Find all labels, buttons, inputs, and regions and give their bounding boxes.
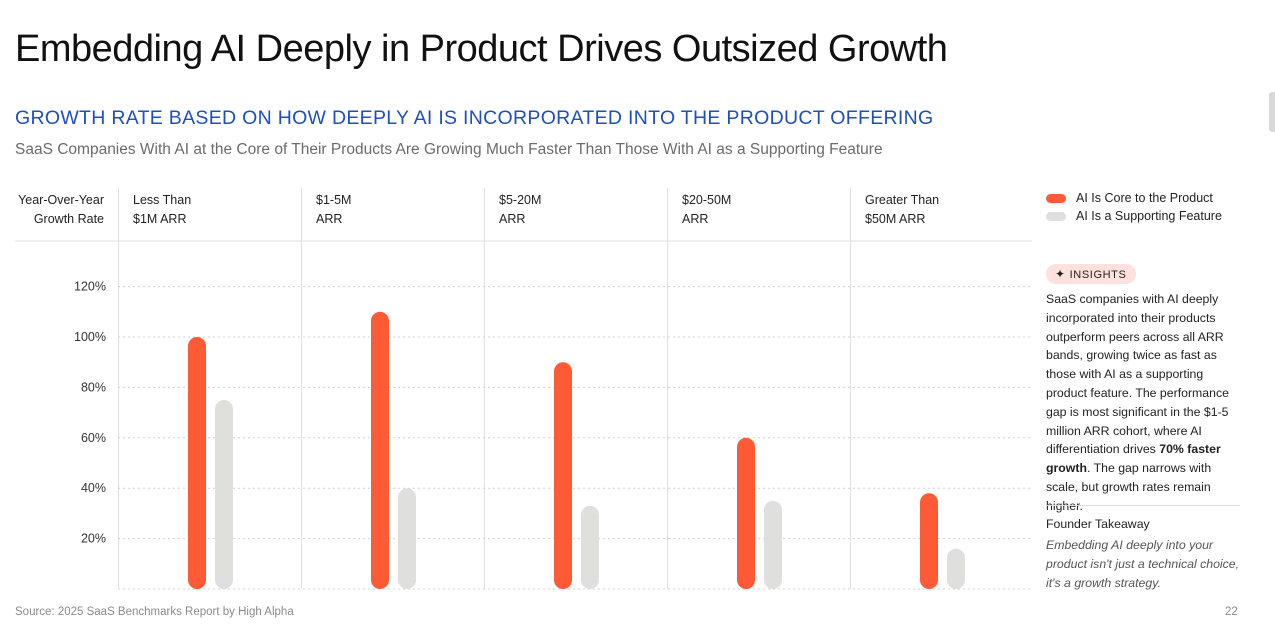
category-label: ARR: [316, 212, 342, 226]
bar-ai-core: [554, 362, 572, 589]
bar-ai-supporting: [947, 548, 965, 589]
category-label: $5-20M: [499, 193, 541, 207]
chart-description: SaaS Companies With AI at the Core of Th…: [15, 141, 883, 158]
divider: [1046, 505, 1240, 506]
legend-swatch-core: [1046, 193, 1066, 203]
chart-legend: AI Is Core to the Product AI Is a Suppor…: [1046, 189, 1222, 225]
insights-text-highlight: 70% faster growth: [1046, 442, 1221, 476]
y-tick-label: 20%: [81, 532, 106, 546]
category-label: Greater Than: [865, 193, 939, 207]
legend-swatch-supporting: [1046, 211, 1066, 221]
category-label: $50M ARR: [865, 212, 925, 226]
source-note: Source: 2025 SaaS Benchmarks Report by H…: [15, 606, 294, 618]
bar-ai-supporting: [581, 505, 599, 589]
founder-takeaway-text: Embedding AI deeply into your product is…: [1046, 538, 1240, 590]
bar-ai-supporting: [398, 488, 416, 589]
legend-item-core: AI Is Core to the Product: [1046, 189, 1222, 207]
y-tick-label: 40%: [81, 481, 106, 495]
page-number: 22: [1225, 606, 1238, 618]
sparkle-icon: ✦: [1055, 267, 1066, 281]
chart-subtitle: GROWTH RATE BASED ON HOW DEEPLY AI IS IN…: [15, 107, 934, 129]
category-label: $1-5M: [316, 193, 351, 207]
scroll-edge-tab[interactable]: [1269, 92, 1275, 132]
bar-ai-supporting: [764, 500, 782, 589]
category-label: $1M ARR: [133, 212, 187, 226]
bar-ai-core: [188, 337, 206, 589]
insights-badge: ✦ INSIGHTS: [1046, 264, 1137, 284]
y-tick-label: 120%: [74, 280, 106, 294]
category-label: ARR: [682, 212, 708, 226]
legend-item-supporting: AI Is a Supporting Feature: [1046, 207, 1222, 225]
growth-rate-chart: Year-Over-Year Growth Rate 20% 40% 60% 80% 100…: [15, 188, 1032, 590]
bar-ai-core: [920, 493, 938, 589]
insights-text: SaaS companies with AI deeply incorporat…: [1046, 290, 1242, 516]
category-label: $20-50M: [682, 193, 731, 207]
legend-label-core: AI Is Core to the Product: [1076, 191, 1213, 205]
page-title: Embedding AI Deeply in Product Drives Ou…: [15, 28, 948, 70]
bar-ai-core: [371, 311, 389, 589]
insights-text-part1: SaaS companies with AI deeply incorporat…: [1046, 292, 1229, 457]
bar-ai-supporting: [215, 400, 233, 589]
founder-takeaway-title: Founder Takeaway: [1046, 517, 1150, 531]
bar-ai-core: [737, 437, 755, 589]
y-tick-label: 60%: [81, 431, 106, 445]
category-label: ARR: [499, 212, 525, 226]
insights-badge-label: INSIGHTS: [1069, 269, 1127, 281]
y-axis-title-line: Year-Over-Year: [18, 193, 104, 207]
y-tick-label: 100%: [74, 330, 106, 344]
category-label: Less Than: [133, 193, 191, 207]
y-axis-title-line: Growth Rate: [34, 212, 104, 226]
legend-label-supporting: AI Is a Supporting Feature: [1076, 209, 1222, 223]
y-tick-label: 80%: [81, 380, 106, 394]
